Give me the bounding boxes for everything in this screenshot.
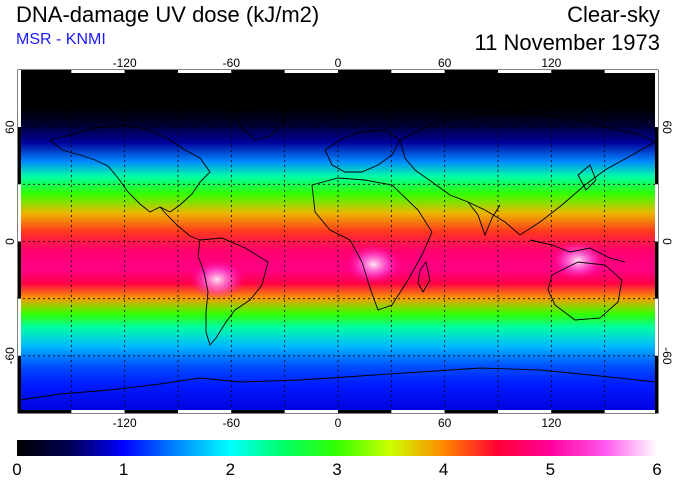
frame-bar-top — [231, 70, 285, 73]
frame-bar-top — [18, 70, 72, 73]
date-label: 11 November 1973 — [474, 30, 661, 55]
coastline-south-america — [197, 237, 269, 346]
lon-tick-label-bottom: -60 — [223, 416, 241, 430]
frame-bar-left — [18, 241, 21, 299]
frame-bar-top — [551, 70, 605, 73]
frame-bar-top — [71, 70, 125, 73]
source-label: MSR - KNMI — [16, 31, 106, 48]
lon-tick-label-top: 0 — [335, 56, 342, 70]
coastline-europe — [324, 129, 401, 173]
lon-tick-label-bottom: 60 — [438, 416, 452, 430]
lon-tick-label-bottom: 0 — [335, 416, 342, 430]
frame-bar-bottom — [604, 410, 658, 413]
frame-bar-bottom — [551, 410, 605, 413]
frame-bar-top — [178, 70, 232, 73]
lat-tick-label-left: 0 — [3, 238, 17, 245]
coastline-japan — [577, 164, 597, 191]
frame-bar-left — [18, 298, 21, 356]
coastline-north-america — [49, 124, 211, 213]
frame-bar-top — [498, 70, 552, 73]
lat-tick-label-right: 0 — [660, 238, 674, 245]
frame-bar-bottom — [71, 410, 125, 413]
colorbar-gradient — [17, 440, 657, 456]
coastline-antarctica — [19, 367, 657, 401]
gridlines — [18, 70, 658, 413]
lat-tick-label-right: -60 — [660, 347, 674, 365]
frame-bar-bottom — [284, 410, 338, 413]
frame-bar-left — [18, 127, 21, 185]
frame-bar-bottom — [338, 410, 392, 413]
frame-bar-right — [655, 355, 658, 413]
lon-tick-label-top: 60 — [438, 56, 452, 70]
frame-bar-bottom — [231, 410, 285, 413]
coastlines — [19, 103, 657, 401]
frame-bar-right — [655, 241, 658, 299]
axis-labels: -120 -120 -60 -60 0 0 60 60 120 120 60 60 0 0 -60 -60 — [3, 56, 674, 430]
colorbar-tick-label: 4 — [439, 460, 448, 479]
uv-hotspot-1 — [345, 244, 402, 285]
frame-bar-top — [444, 70, 498, 73]
lat-tick-label-left: -60 — [3, 347, 17, 365]
colorbar-tick-label: 0 — [12, 460, 21, 479]
coastline-indonesia — [529, 239, 626, 263]
lat-tick-label-right: 60 — [660, 120, 674, 134]
frame-bar-bottom — [124, 410, 178, 413]
lon-tick-label-bottom: -120 — [113, 416, 137, 430]
coastline-india — [467, 201, 501, 237]
frame-bar-top — [284, 70, 338, 73]
colorbar-tick-label: 1 — [119, 460, 128, 479]
frame-bar-right — [655, 184, 658, 242]
frame-bar-left — [18, 184, 21, 242]
coastline-asia — [399, 111, 656, 236]
colorbar-tick-label: 2 — [226, 460, 235, 479]
coastline-africa — [311, 177, 433, 311]
coastline-greenland — [234, 103, 286, 141]
frame-bar-top — [338, 70, 392, 73]
lon-tick-label-top: 120 — [541, 56, 561, 70]
lon-tick-label-top: -60 — [223, 56, 241, 70]
frame-bar-bottom — [18, 410, 72, 413]
lon-tick-label-bottom: 120 — [541, 416, 561, 430]
colorbar-tick-label: 6 — [652, 460, 661, 479]
colorbar-tick-label: 3 — [332, 460, 341, 479]
colorbar-tick-labels: 0 1 2 3 4 5 6 — [12, 460, 661, 479]
frame-bar-right — [655, 127, 658, 185]
sky-condition-label: Clear-sky — [567, 2, 660, 27]
frame-bar-right — [655, 70, 658, 128]
hotspot-layer — [189, 240, 606, 300]
uv-hotspot-2 — [550, 240, 606, 281]
colorbar-tick-label: 5 — [546, 460, 555, 479]
frame-bar-right — [655, 298, 658, 356]
frame-bar-bottom — [391, 410, 445, 413]
coastline-madagascar — [417, 260, 431, 293]
coastline-australia — [547, 261, 623, 321]
lat-tick-label-left: 60 — [3, 120, 17, 134]
frame-bar-bottom — [178, 410, 232, 413]
frame-bar-top — [124, 70, 178, 73]
frame-border-bars — [18, 70, 658, 413]
map-title: DNA-damage UV dose (kJ/m2) — [16, 2, 320, 27]
frame-bar-bottom — [498, 410, 552, 413]
frame-bar-bottom — [444, 410, 498, 413]
frame-bar-left — [18, 355, 21, 413]
frame-bar-left — [18, 70, 21, 128]
lon-tick-label-top: -120 — [113, 56, 137, 70]
frame-bar-top — [391, 70, 445, 73]
frame-bar-top — [604, 70, 658, 73]
